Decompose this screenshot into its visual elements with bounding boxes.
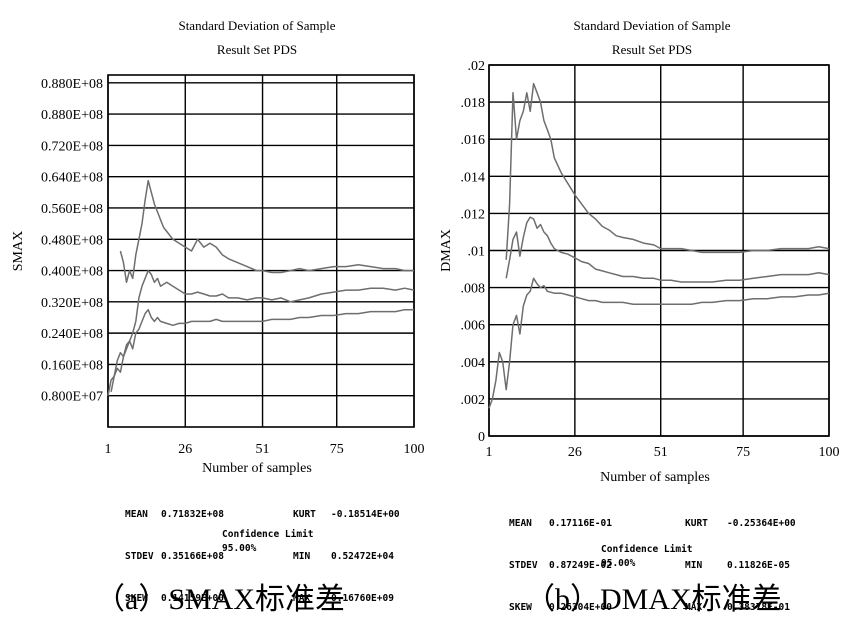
x-tick-label: 26 bbox=[568, 445, 582, 460]
stats-table-a: MEAN 0.71832E+08 KURT -0.18514E+00 STDEV 0.3… bbox=[125, 480, 400, 620]
x-tick-label: 51 bbox=[256, 442, 270, 457]
stat-label: KURT bbox=[685, 518, 708, 529]
stat-value: 0.14159E+00 bbox=[161, 593, 224, 604]
x-tick-label: 75 bbox=[330, 442, 344, 457]
x-tick-label: 1 bbox=[105, 442, 112, 457]
y-tick-label: 0.880E+08 bbox=[41, 108, 103, 123]
y-tick-label: 0.640E+08 bbox=[41, 171, 103, 186]
y-tick-label: .014 bbox=[461, 170, 486, 185]
stat-label: MEAN bbox=[125, 509, 148, 520]
series-line-a-2 bbox=[110, 269, 415, 392]
stat-label: MAX bbox=[293, 593, 311, 604]
y-tick-label: 0.720E+08 bbox=[41, 139, 103, 154]
stat-label: MIN bbox=[685, 560, 703, 571]
confidence-label: Confidence Limit bbox=[601, 544, 693, 555]
x-tick-label: 100 bbox=[404, 442, 425, 457]
caption-b: （b）DMAX标准差 bbox=[525, 583, 782, 616]
chart-title-b: Standard Deviation of Sample bbox=[573, 18, 730, 33]
x-axis-label-b: Number of samples bbox=[600, 470, 710, 485]
y-tick-label: 0.320E+08 bbox=[41, 296, 103, 311]
stat-label: MIN bbox=[293, 551, 311, 562]
stat-value: 0.11826E-05 bbox=[727, 560, 790, 571]
caption-a: （a）SMAX标准差 bbox=[95, 583, 346, 616]
plot-frame-a bbox=[107, 74, 415, 428]
series-line-b-2 bbox=[505, 216, 830, 283]
x-tick-label: 75 bbox=[736, 445, 750, 460]
x-tick-label: 1 bbox=[486, 445, 493, 460]
stat-value: 0.71832E+08 bbox=[161, 509, 224, 520]
series-line-a-1 bbox=[119, 179, 414, 284]
series-line-b-1 bbox=[505, 82, 830, 260]
stat-label: MAX bbox=[685, 602, 703, 613]
series-line-b-3 bbox=[488, 277, 830, 409]
chart-title-a: Standard Deviation of Sample bbox=[178, 18, 335, 33]
confidence-limit-b: Confidence Limit 95.00% bbox=[601, 543, 693, 571]
y-tick-label: 0.880E+08 bbox=[41, 77, 103, 92]
stat-label: STDEV bbox=[125, 551, 154, 562]
series-line-a-3 bbox=[107, 308, 414, 396]
y-tick-label: 0.240E+08 bbox=[41, 327, 103, 342]
stat-label: KURT bbox=[293, 509, 316, 520]
stat-value: 0.38378E-01 bbox=[727, 602, 790, 613]
stat-label: MEAN bbox=[509, 518, 532, 529]
x-tick-label: 100 bbox=[819, 445, 840, 460]
confidence-label: Confidence Limit bbox=[222, 529, 314, 540]
y-tick-label: .004 bbox=[461, 356, 486, 371]
stat-value: 0.35166E+08 bbox=[161, 551, 224, 562]
y-tick-label: .012 bbox=[461, 207, 486, 222]
y-tick-label: .008 bbox=[461, 282, 486, 297]
stat-value: 0.87249E-02 bbox=[549, 560, 612, 571]
stat-label: SKEW bbox=[509, 602, 532, 613]
y-tick-label: 0.160E+08 bbox=[41, 358, 103, 373]
y-tick-label: 0 bbox=[478, 430, 485, 445]
confidence-value: 95.00% bbox=[222, 543, 257, 554]
x-axis-label-a: Number of samples bbox=[202, 461, 312, 476]
x-tick-label: 51 bbox=[654, 445, 668, 460]
stat-value: -0.18514E+00 bbox=[331, 509, 400, 520]
stats-table-b: MEAN 0.17116E-01 KURT -0.25364E+00 STDEV 0.8… bbox=[509, 489, 796, 629]
confidence-value: 95.00% bbox=[601, 558, 636, 569]
confidence-limit-a: Confidence Limit 95.00% bbox=[222, 528, 314, 556]
y-axis-label-a: SMAX bbox=[11, 231, 26, 271]
y-tick-label: 0.480E+08 bbox=[41, 233, 103, 248]
stat-value: 0.26304E+00 bbox=[549, 602, 612, 613]
y-tick-label: 0.400E+08 bbox=[41, 265, 103, 280]
y-tick-label: .016 bbox=[461, 133, 486, 148]
stat-value: 0.16760E+09 bbox=[331, 593, 394, 604]
y-tick-label: .006 bbox=[461, 319, 486, 334]
stat-value: -0.25364E+00 bbox=[727, 518, 796, 529]
y-tick-label: 0.560E+08 bbox=[41, 202, 103, 217]
y-tick-label: 0.800E+07 bbox=[41, 390, 103, 405]
y-tick-label: .018 bbox=[461, 96, 486, 111]
x-tick-label: 26 bbox=[178, 442, 192, 457]
y-tick-label: .01 bbox=[468, 245, 486, 260]
chart-subtitle-a: Result Set PDS bbox=[217, 42, 297, 57]
stat-value: 0.17116E-01 bbox=[549, 518, 612, 529]
stat-value: 0.52472E+04 bbox=[331, 551, 394, 562]
y-tick-label: .002 bbox=[461, 393, 486, 408]
y-tick-label: .02 bbox=[468, 59, 486, 74]
chart-subtitle-b: Result Set PDS bbox=[612, 42, 692, 57]
stat-label: SKEW bbox=[125, 593, 148, 604]
stat-label: STDEV bbox=[509, 560, 538, 571]
y-axis-label-b: DMAX bbox=[439, 229, 454, 272]
plot-frame-b bbox=[488, 64, 830, 437]
